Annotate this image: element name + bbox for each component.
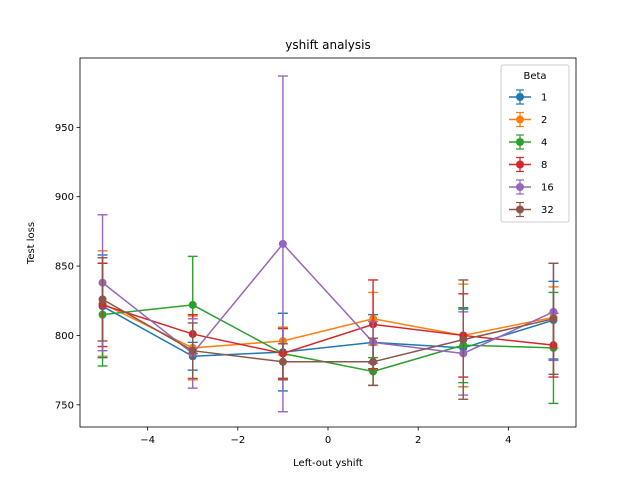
y-tick-label: 850 (55, 262, 74, 273)
x-axis-label: Left-out yshift (293, 458, 363, 469)
series-line (102, 304, 554, 355)
legend-entry-label: 1 (541, 93, 547, 104)
legend-handle-marker (516, 115, 524, 124)
legend-box (500, 64, 570, 223)
data-point (549, 314, 558, 323)
data-point (98, 295, 107, 304)
data-point (459, 335, 468, 344)
legend-entry-label: 2 (541, 115, 547, 126)
x-tick-label: −4 (140, 435, 155, 446)
legend-title: Beta (523, 71, 546, 82)
data-point (188, 346, 197, 355)
series-line (102, 298, 554, 363)
y-axis-label: Test loss (26, 222, 37, 265)
data-point (188, 300, 197, 309)
plot-area (97, 75, 559, 413)
legend-handle-marker (516, 138, 524, 146)
x-tick-label: 2 (415, 435, 421, 446)
x-tick-label: 4 (505, 435, 511, 446)
x-tick-label: 0 (325, 435, 331, 446)
legend-entry-label: 32 (541, 205, 554, 216)
legend: Beta 1 2 4 8 16 32 (500, 64, 570, 223)
legend-handle-marker (516, 160, 524, 169)
legend-handle-marker (516, 93, 524, 101)
series-line (102, 305, 554, 358)
series-beta-32 (97, 257, 559, 400)
data-point (369, 357, 378, 366)
legend-entry-label: 16 (541, 183, 554, 194)
legend-handle-marker (516, 205, 524, 214)
legend-handle-marker (516, 183, 524, 191)
data-point (278, 357, 287, 366)
y-tick-label: 950 (55, 123, 74, 134)
series-line (102, 302, 554, 349)
legend-entry-label: 4 (541, 138, 547, 149)
x-tick-label: −2 (230, 435, 245, 446)
chart-title: yshift analysis (285, 38, 370, 52)
data-point (278, 239, 287, 248)
y-tick-label: 900 (55, 192, 74, 203)
axes: −4 −2 0 2 4 750 800 850 900 950 (55, 123, 512, 446)
legend-entry-label: 8 (541, 160, 547, 171)
y-tick-label: 800 (55, 331, 74, 342)
y-tick-label: 750 (55, 400, 74, 411)
